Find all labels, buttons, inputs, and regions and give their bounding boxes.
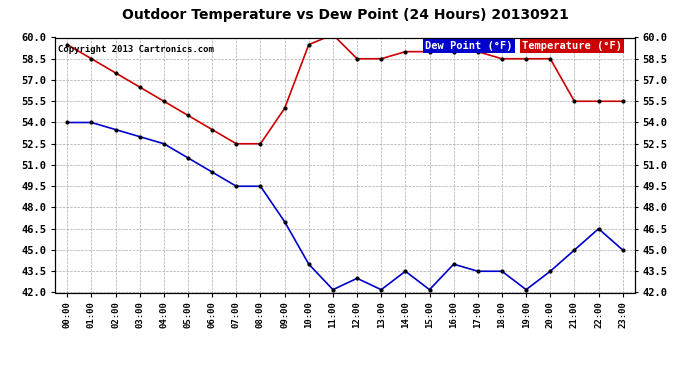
Text: Dew Point (°F): Dew Point (°F) (425, 41, 513, 51)
Text: Temperature (°F): Temperature (°F) (522, 41, 622, 51)
Text: Outdoor Temperature vs Dew Point (24 Hours) 20130921: Outdoor Temperature vs Dew Point (24 Hou… (121, 8, 569, 21)
Text: Copyright 2013 Cartronics.com: Copyright 2013 Cartronics.com (58, 45, 214, 54)
